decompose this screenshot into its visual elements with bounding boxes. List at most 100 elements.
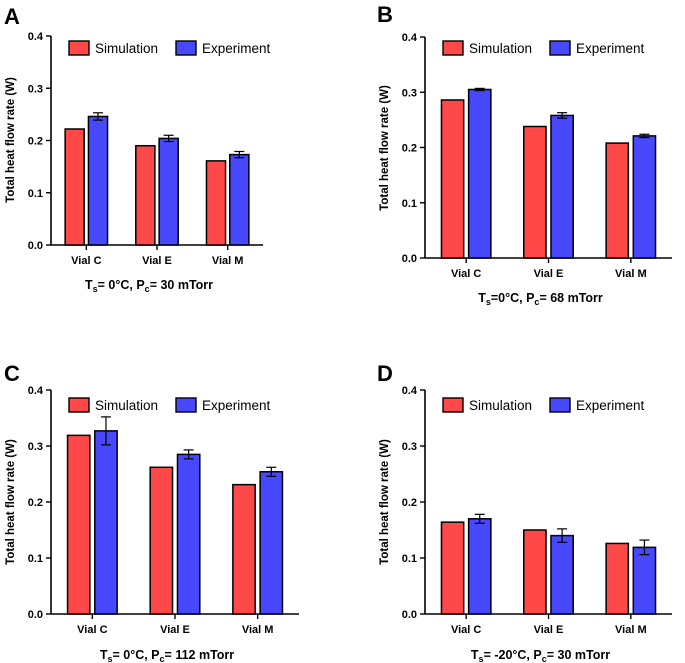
y-tick-label: 0.0 (28, 240, 43, 252)
x-tick-label: Vial C (71, 255, 101, 267)
y-tick-label: 0.0 (402, 609, 417, 621)
y-tick-label: 0.1 (28, 188, 43, 200)
legend-swatch-simulation (442, 397, 464, 413)
bar-simulation (205, 160, 227, 246)
legend-label-simulation: Simulation (469, 398, 532, 413)
y-axis-label: Total heat flow rate (W) (379, 85, 391, 211)
legend-swatch-simulation (68, 40, 90, 56)
y-tick-label: 0.1 (28, 553, 43, 565)
y-axis-label: Total heat flow rate (W) (379, 439, 391, 565)
bar-experiment (467, 518, 492, 615)
panel-letter: A (4, 4, 20, 29)
panel-letter: D (377, 361, 393, 386)
bar-simulation (605, 142, 630, 259)
bar-simulation (66, 434, 91, 615)
bar-experiment (176, 453, 201, 615)
x-title-part: T (85, 278, 93, 292)
x-axis-title: Ts= 0°C, Pc= 112 mTorr (100, 648, 234, 663)
bar-experiment (87, 115, 109, 246)
y-tick-label: 0.4 (28, 385, 44, 397)
y-tick-label: 0.3 (402, 441, 417, 453)
bar-experiment (550, 114, 574, 259)
bar-experiment (158, 137, 179, 246)
x-title-part: = 112 mTorr (165, 648, 235, 662)
x-axis-title: Ts= -20°C, Pc= 30 mTorr (471, 648, 610, 663)
chart-panel-d: D 0.0 0.1 0.2 0.3 0.4 Total heat flow rate (W)… (377, 361, 672, 663)
bar-experiment (550, 534, 574, 615)
legend-swatch-experiment (549, 397, 571, 413)
x-title-subscript: s (107, 654, 112, 663)
bar-simulation (232, 483, 256, 615)
x-tick-label: Vial C (77, 624, 107, 636)
x-tick-label: Vial M (615, 624, 647, 636)
y-tick-label: 0.4 (402, 32, 418, 44)
y-tick-label: 0.2 (402, 497, 417, 509)
bar-experiment (467, 88, 492, 259)
x-tick-label: Vial E (534, 624, 564, 636)
x-title-part: T (471, 648, 479, 662)
x-title-part: T (478, 291, 486, 305)
x-tick-label: Vial C (451, 268, 481, 280)
bar-simulation (135, 144, 156, 246)
legend-label-experiment: Experiment (576, 398, 645, 413)
chart-panel-b: B 0.0 0.1 0.2 0.3 0.4 Total heat flow rate (W)… (377, 2, 672, 307)
bar-simulation (605, 542, 630, 615)
legend-swatch-simulation (68, 397, 90, 413)
y-tick-label: 0.2 (28, 497, 43, 509)
x-tick-label: Vial E (160, 624, 190, 636)
y-tick-label: 0.1 (402, 553, 417, 565)
y-tick-label: 0.0 (402, 253, 417, 265)
y-tick-label: 0.3 (28, 441, 43, 453)
y-tick-label: 0.3 (28, 83, 43, 95)
x-title-part: = 68 mTorr (539, 291, 602, 305)
legend-label-simulation: Simulation (95, 41, 158, 56)
x-tick-label: Vial E (534, 268, 564, 280)
bar-experiment (94, 430, 118, 615)
panel-letter: C (4, 361, 20, 386)
x-title-subscript: s (93, 284, 98, 294)
x-title-subscript: c (160, 654, 165, 663)
x-title-subscript: c (542, 654, 547, 663)
x-tick-label: Vial M (242, 624, 274, 636)
legend-swatch-experiment (175, 40, 197, 56)
bar-simulation (440, 521, 465, 615)
y-tick-label: 0.4 (402, 385, 418, 397)
x-tick-label: Vial M (615, 268, 647, 280)
legend-label-experiment: Experiment (202, 398, 271, 413)
x-axis-title: Ts=0°C, Pc= 68 mTorr (478, 291, 603, 307)
y-axis-label: Total heat flow rate (W) (5, 439, 17, 565)
x-title-subscript: c (145, 284, 150, 294)
y-tick-label: 0.1 (402, 198, 417, 210)
legend-label-experiment: Experiment (202, 41, 271, 56)
x-title-part: = -20°C, P (484, 648, 542, 662)
x-title-part: = 30 mTorr (547, 648, 610, 662)
legend-label-experiment: Experiment (576, 41, 645, 56)
x-title-part: = 0°C, P (112, 648, 159, 662)
legend-swatch-experiment (549, 40, 571, 56)
y-tick-label: 0.2 (402, 143, 417, 155)
bar-simulation (149, 466, 174, 615)
x-title-subscript: s (486, 297, 491, 307)
x-title-part: =0°C, P (491, 291, 535, 305)
y-tick-label: 0.4 (28, 31, 44, 43)
chart-panel-c: C 0.0 0.1 0.2 0.3 0.4 Total heat flow rate (W)… (4, 361, 299, 663)
bar-experiment (632, 135, 657, 259)
x-tick-label: Vial C (451, 624, 481, 636)
legend-swatch-simulation (442, 40, 464, 56)
x-title-part: = 30 mTorr (150, 278, 213, 292)
bar-experiment (229, 153, 250, 246)
panel-letter: B (377, 2, 393, 27)
x-title-subscript: s (479, 654, 484, 663)
x-tick-label: Vial M (212, 255, 244, 267)
x-axis-title: Ts= 0°C, Pc= 30 mTorr (85, 278, 213, 294)
x-title-part: T (100, 648, 108, 662)
x-title-part: = 0°C, P (98, 278, 145, 292)
legend-swatch-experiment (175, 397, 197, 413)
legend-label-simulation: Simulation (95, 398, 158, 413)
y-tick-label: 0.2 (28, 136, 43, 148)
bar-simulation (440, 99, 465, 259)
x-tick-label: Vial E (142, 255, 172, 267)
y-tick-label: 0.0 (28, 609, 43, 621)
legend-label-simulation: Simulation (469, 41, 532, 56)
bar-experiment (259, 471, 284, 615)
